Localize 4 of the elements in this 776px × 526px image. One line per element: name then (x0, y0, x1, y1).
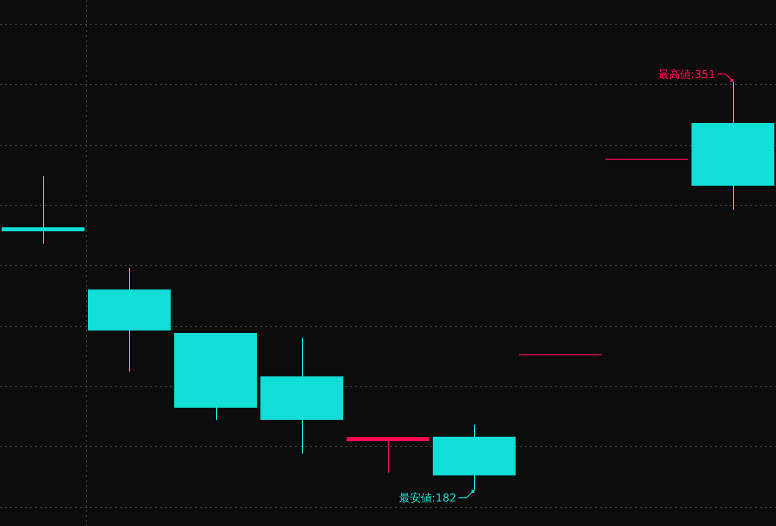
annotation: 最安値:182 (398, 492, 456, 505)
candlestick (2, 176, 84, 244)
candlestick (346, 437, 430, 474)
annotation: 最高値:351 (658, 68, 716, 81)
